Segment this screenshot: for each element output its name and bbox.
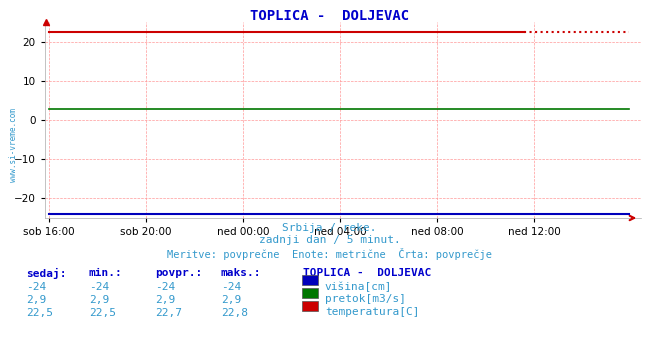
Text: -24: -24 <box>89 282 109 292</box>
Text: -24: -24 <box>155 282 175 292</box>
Text: maks.:: maks.: <box>221 268 261 278</box>
Text: 22,5: 22,5 <box>89 308 116 318</box>
Text: 22,7: 22,7 <box>155 308 182 318</box>
Text: Srbija / reke.: Srbija / reke. <box>282 223 377 233</box>
Text: zadnji dan / 5 minut.: zadnji dan / 5 minut. <box>258 235 401 245</box>
Text: TOPLICA -  DOLJEVAC: TOPLICA - DOLJEVAC <box>303 268 432 278</box>
Text: TOPLICA -  DOLJEVAC: TOPLICA - DOLJEVAC <box>250 9 409 22</box>
Text: temperatura[C]: temperatura[C] <box>325 307 419 317</box>
Text: pretok[m3/s]: pretok[m3/s] <box>325 294 406 304</box>
Text: višina[cm]: višina[cm] <box>325 281 392 292</box>
Text: 2,9: 2,9 <box>155 295 175 305</box>
Text: sedaj:: sedaj: <box>26 268 67 279</box>
Text: www.si-vreme.com: www.si-vreme.com <box>9 108 18 182</box>
Text: Meritve: povprečne  Enote: metrične  Črta: povprečje: Meritve: povprečne Enote: metrične Črta:… <box>167 248 492 260</box>
Text: 2,9: 2,9 <box>89 295 109 305</box>
Text: 22,8: 22,8 <box>221 308 248 318</box>
Text: povpr.:: povpr.: <box>155 268 202 278</box>
Text: 2,9: 2,9 <box>26 295 47 305</box>
Text: 22,5: 22,5 <box>26 308 53 318</box>
Text: -24: -24 <box>26 282 47 292</box>
Text: -24: -24 <box>221 282 241 292</box>
Text: 2,9: 2,9 <box>221 295 241 305</box>
Text: min.:: min.: <box>89 268 123 278</box>
